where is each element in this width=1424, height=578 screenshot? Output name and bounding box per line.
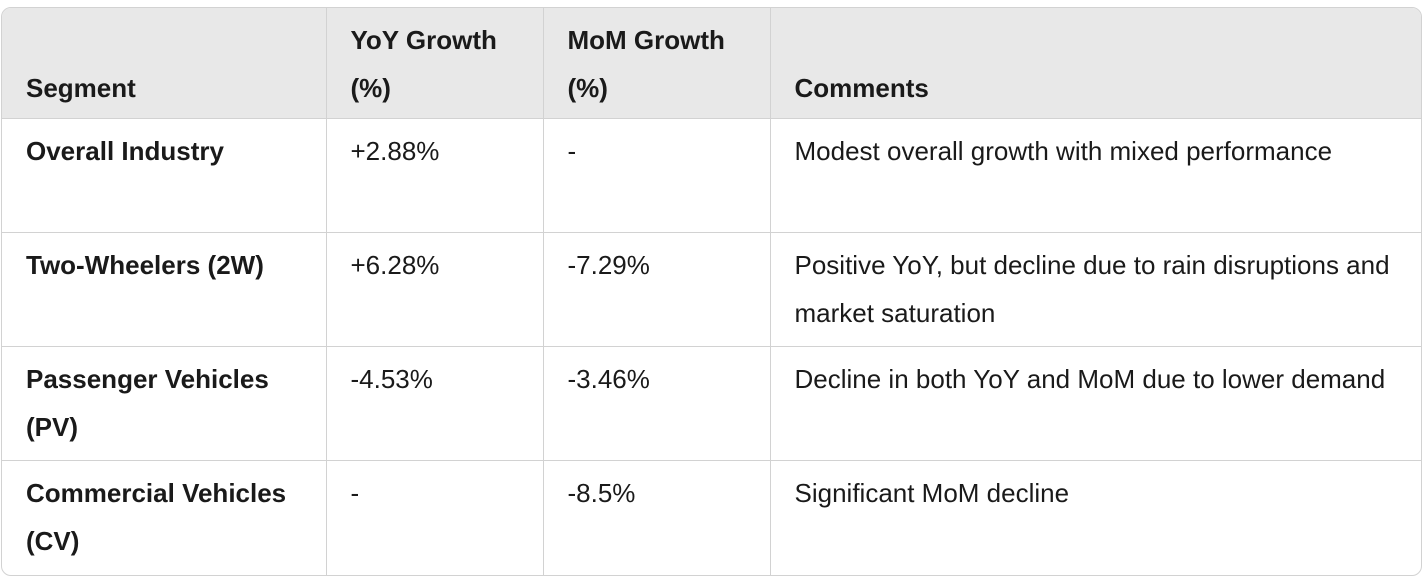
growth-table-container: Segment YoY Growth (%) MoM Growth (%) Co… <box>1 7 1422 576</box>
cell-comments: Significant MoM decline <box>794 478 1070 508</box>
cell-yoy: -4.53% <box>326 346 544 461</box>
table-row: Two-Wheelers (2W) +6.28% -7.29% Positive… <box>2 232 1421 347</box>
cell-mom: -7.29% <box>543 232 771 347</box>
table-row: Passenger Vehicles (PV) -4.53% -3.46% De… <box>2 346 1421 461</box>
table-row: Commercial Vehicles (CV) - -8.5% Signifi… <box>2 460 1421 575</box>
table-body: Overall Industry +2.88% - Modest overall… <box>2 118 1421 575</box>
header-yoy-growth: YoY Growth (%) <box>326 8 544 119</box>
cell-comments: Modest overall growth with mixed perform… <box>770 118 1421 233</box>
cell-segment: Commercial Vehicles (CV) <box>2 460 327 575</box>
cell-yoy: +2.88% <box>326 118 544 233</box>
header-comments: Comments <box>770 8 1421 119</box>
header-segment: Segment <box>2 8 327 119</box>
cell-mom: - <box>543 118 771 233</box>
cell-mom: -3.46% <box>543 346 771 461</box>
growth-table: Segment YoY Growth (%) MoM Growth (%) Co… <box>2 8 1421 575</box>
header-row: Segment YoY Growth (%) MoM Growth (%) Co… <box>2 8 1421 119</box>
cell-segment: Two-Wheelers (2W) <box>2 232 327 347</box>
cell-comments: Positive YoY, but decline due to rain di… <box>770 232 1421 347</box>
table-row: Overall Industry +2.88% - Modest overall… <box>2 118 1421 233</box>
cell-yoy: +6.28% <box>326 232 544 347</box>
cell-segment: Passenger Vehicles (PV) <box>2 346 327 461</box>
table-header: Segment YoY Growth (%) MoM Growth (%) Co… <box>2 8 1421 119</box>
cell-segment: Overall Industry <box>2 118 327 233</box>
header-mom-growth: MoM Growth (%) <box>543 8 771 119</box>
cell-mom: -8.5% <box>543 460 771 575</box>
cell-yoy: - <box>326 460 544 575</box>
cell-comments: Decline in both YoY and MoM due to lower… <box>770 346 1421 461</box>
